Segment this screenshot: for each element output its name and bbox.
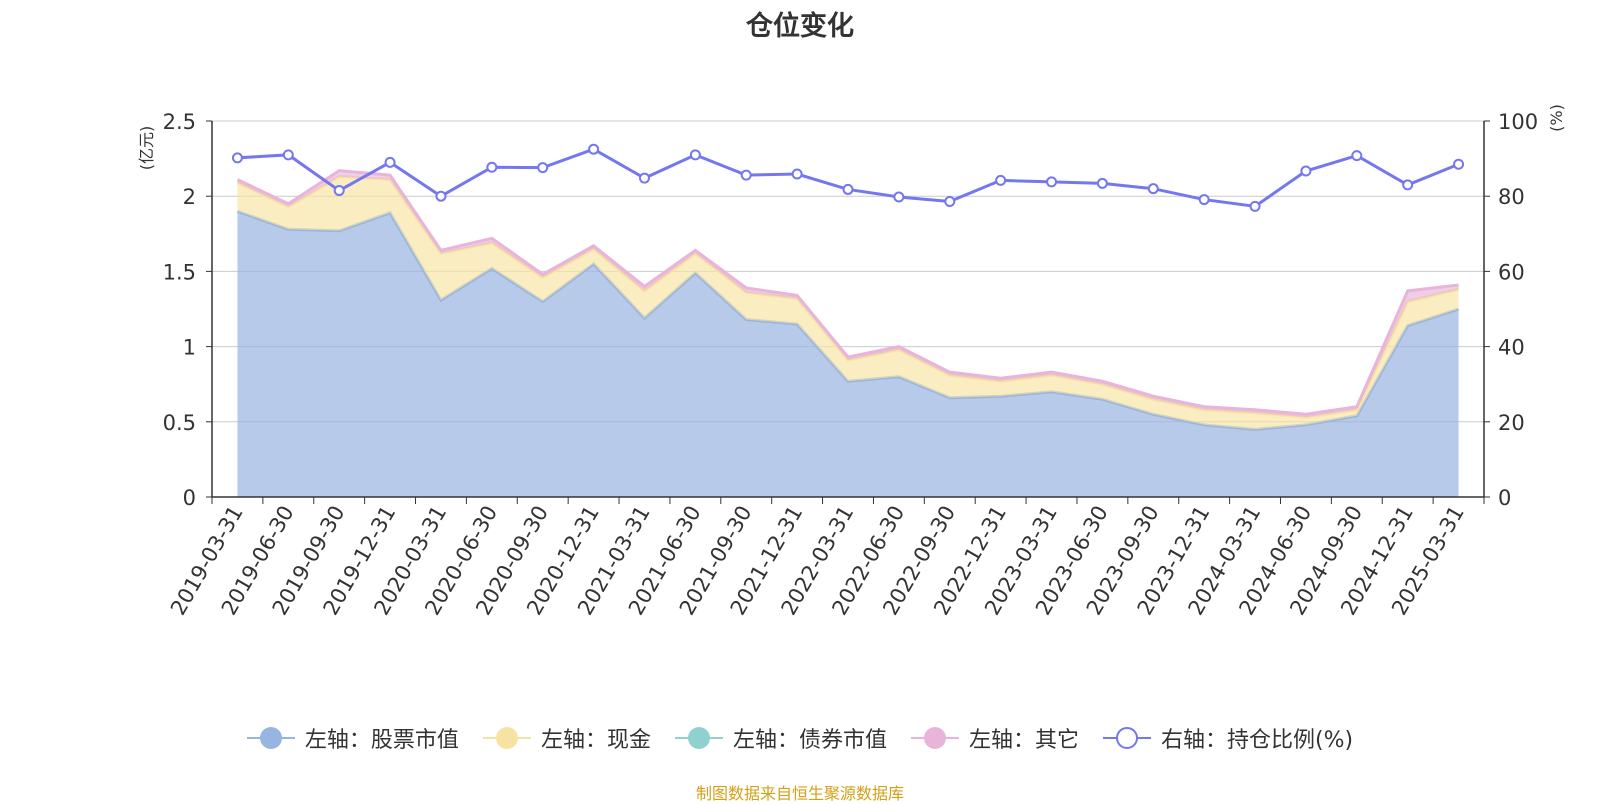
- ratio-point: [842, 183, 854, 195]
- ratio-point: [231, 152, 243, 164]
- ratio-point: [1351, 150, 1363, 162]
- legend-label: 左轴：其它: [968, 728, 1079, 753]
- left-axis-tick-label: 0.5: [163, 411, 196, 435]
- ratio-point: [1300, 165, 1312, 177]
- chart-title: 仓位变化: [746, 11, 854, 42]
- area-stock: [237, 211, 1459, 498]
- right-axis-tick-label: 100: [1498, 110, 1538, 134]
- left-axis-unit: (亿元): [137, 126, 156, 171]
- ratio-point: [1198, 194, 1210, 206]
- legend-label: 左轴：债券市值: [732, 728, 887, 753]
- area-line-other: [236, 169, 1459, 416]
- ratio-point: [333, 185, 345, 197]
- ratio-point: [1096, 177, 1108, 189]
- ratio-point: [282, 149, 294, 161]
- ratio-point: [588, 143, 600, 155]
- right-axis-tick-label: 20: [1498, 411, 1525, 435]
- left-axis-tick-label: 1.5: [163, 260, 196, 284]
- right-axis-tick-label: 40: [1498, 336, 1525, 360]
- legend-swatch-icon: [1102, 726, 1151, 750]
- legend-label: 右轴：持仓比例(%): [1160, 728, 1354, 753]
- ratio-point: [944, 195, 956, 207]
- ratio-point: [486, 161, 498, 173]
- area-cash: [237, 176, 1459, 430]
- ratio-point: [1402, 179, 1414, 191]
- legend-item-ratio[interactable]: 右轴：持仓比例(%): [1102, 722, 1354, 754]
- right-axis-unit: (%): [1547, 104, 1566, 132]
- legend-item-cash[interactable]: 左轴：现金: [482, 722, 651, 754]
- ratio-point: [1453, 158, 1465, 170]
- ratio-point: [384, 156, 396, 168]
- right-axis-tick-label: 80: [1498, 185, 1525, 209]
- legend-item-stock[interactable]: 左轴：股票市值: [246, 722, 459, 754]
- legend-item-bond[interactable]: 左轴：债券市值: [674, 722, 887, 754]
- legend: 左轴：股票市值 左轴：现金 左轴：债券市值 左轴：其它 右轴：持仓比例(%): [0, 722, 1600, 754]
- legend-label: 左轴：现金: [540, 728, 651, 753]
- ratio-point: [537, 162, 549, 174]
- right-axis-tick-label: 60: [1498, 260, 1525, 284]
- ratio-point: [740, 169, 752, 181]
- legend-label: 左轴：股票市值: [304, 728, 459, 753]
- ratio-point: [689, 149, 701, 161]
- ratio-point: [638, 172, 650, 184]
- ratio-point: [435, 190, 447, 202]
- left-axis-tick-label: 2: [183, 185, 196, 209]
- left-axis-tick-label: 2.5: [163, 110, 196, 134]
- ratio-point: [1249, 200, 1261, 212]
- legend-swatch-icon: [674, 726, 723, 750]
- stacked-areas: [236, 169, 1460, 498]
- legend-item-other[interactable]: 左轴：其它: [910, 722, 1079, 754]
- legend-swatch-icon: [910, 726, 959, 750]
- right-axis-tick-label: 0: [1498, 486, 1511, 510]
- ratio-point: [791, 168, 803, 180]
- left-axis-tick-label: 1: [183, 336, 196, 360]
- left-axis-tick-label: 0: [183, 486, 196, 510]
- ratio-point: [995, 174, 1007, 186]
- ratio-point: [893, 191, 905, 203]
- source-note: 制图数据来自恒生聚源数据库: [695, 784, 904, 803]
- legend-swatch-icon: [482, 726, 531, 750]
- ratio-line-layer: [231, 143, 1465, 212]
- ratio-line: [237, 147, 1460, 208]
- ratio-point: [1147, 183, 1159, 195]
- legend-swatch-icon: [246, 726, 295, 750]
- ratio-point: [1046, 176, 1058, 188]
